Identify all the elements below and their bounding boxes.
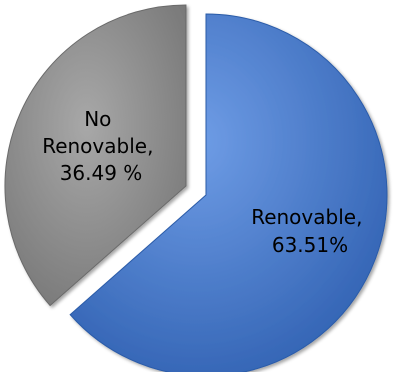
pie-slice-no-renovable bbox=[4, 4, 187, 307]
slice-label-no-renovable: No Renovable, 36.49 % bbox=[42, 107, 160, 185]
pie-slice-renovable bbox=[69, 13, 388, 372]
slice-label-renovable: Renovable, 63.51% bbox=[251, 205, 369, 257]
